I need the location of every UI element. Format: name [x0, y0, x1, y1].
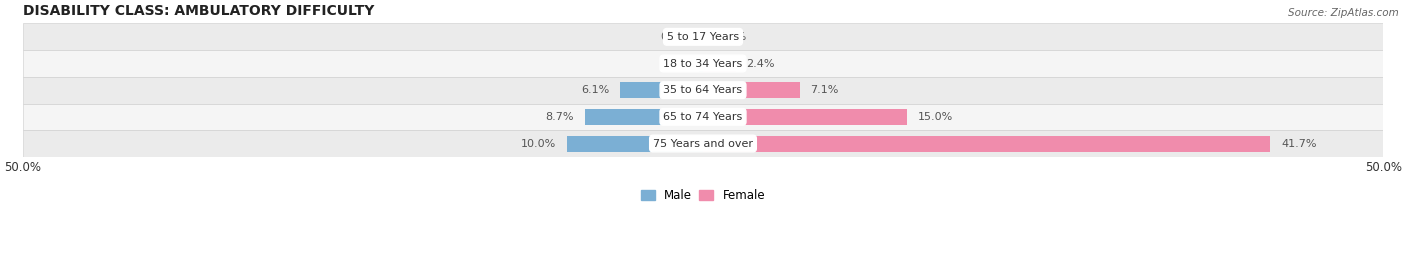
- Bar: [567, 136, 703, 151]
- Text: 5 to 17 Years: 5 to 17 Years: [666, 32, 740, 42]
- Bar: [699, 55, 703, 72]
- Text: 15.0%: 15.0%: [918, 112, 953, 122]
- Bar: [585, 109, 703, 125]
- Text: 0.0%: 0.0%: [718, 32, 747, 42]
- Bar: [699, 29, 703, 45]
- Bar: [22, 130, 1384, 157]
- Text: 0.0%: 0.0%: [659, 58, 688, 69]
- Bar: [620, 82, 703, 98]
- Text: 35 to 64 Years: 35 to 64 Years: [664, 85, 742, 95]
- Bar: [703, 82, 800, 98]
- Text: 8.7%: 8.7%: [546, 112, 574, 122]
- Bar: [22, 104, 1384, 130]
- Bar: [703, 109, 907, 125]
- Text: 7.1%: 7.1%: [810, 85, 839, 95]
- Bar: [703, 136, 1271, 151]
- Text: DISABILITY CLASS: AMBULATORY DIFFICULTY: DISABILITY CLASS: AMBULATORY DIFFICULTY: [22, 4, 374, 18]
- Text: 41.7%: 41.7%: [1281, 139, 1317, 148]
- Bar: [22, 50, 1384, 77]
- Bar: [22, 77, 1384, 104]
- Legend: Male, Female: Male, Female: [636, 185, 770, 207]
- Bar: [703, 29, 707, 45]
- Text: 2.4%: 2.4%: [747, 58, 775, 69]
- Text: 10.0%: 10.0%: [520, 139, 555, 148]
- Text: Source: ZipAtlas.com: Source: ZipAtlas.com: [1288, 8, 1399, 18]
- Text: 6.1%: 6.1%: [581, 85, 609, 95]
- Text: 65 to 74 Years: 65 to 74 Years: [664, 112, 742, 122]
- Bar: [22, 23, 1384, 50]
- Bar: [703, 55, 735, 72]
- Text: 75 Years and over: 75 Years and over: [652, 139, 754, 148]
- Text: 18 to 34 Years: 18 to 34 Years: [664, 58, 742, 69]
- Text: 0.0%: 0.0%: [659, 32, 688, 42]
